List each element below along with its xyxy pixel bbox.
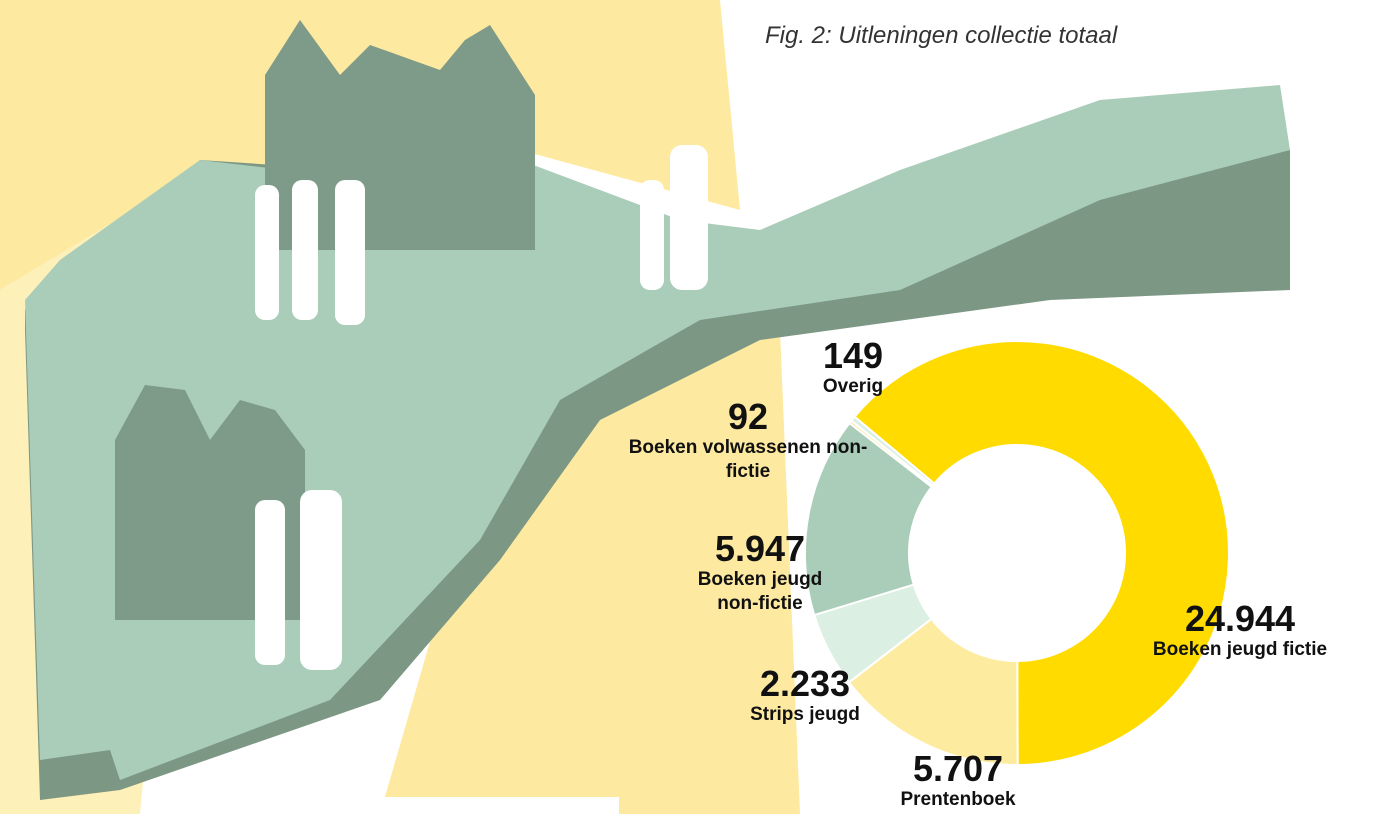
donut-segment <box>853 340 1230 767</box>
building <box>265 20 535 250</box>
category-label: Strips jeugd <box>750 704 860 725</box>
value-label: 24.944 <box>1184 598 1296 639</box>
value-label: 92 <box>727 396 769 437</box>
category-label: Boeken jeugd non-fictie <box>697 569 823 614</box>
people <box>255 145 708 670</box>
category-label: Boeken volwassenen non-fictie <box>628 437 868 482</box>
donut-segment <box>849 415 936 487</box>
donut-segment <box>804 421 934 617</box>
chart-title: Fig. 2: Uitleningen collectie totaal <box>765 22 1118 49</box>
value-label: 5.947 <box>714 528 806 569</box>
category-label: Boeken jeugd fictie <box>1152 639 1328 660</box>
category-label: Overig <box>822 376 884 397</box>
land <box>380 330 800 814</box>
panel <box>217 797 619 814</box>
value-label: 5.707 <box>912 748 1004 789</box>
value-label: 149 <box>822 335 884 376</box>
category-label: Prentenboek <box>900 789 1016 810</box>
value-label: 2.233 <box>759 663 851 704</box>
donut-segment <box>847 617 1019 766</box>
